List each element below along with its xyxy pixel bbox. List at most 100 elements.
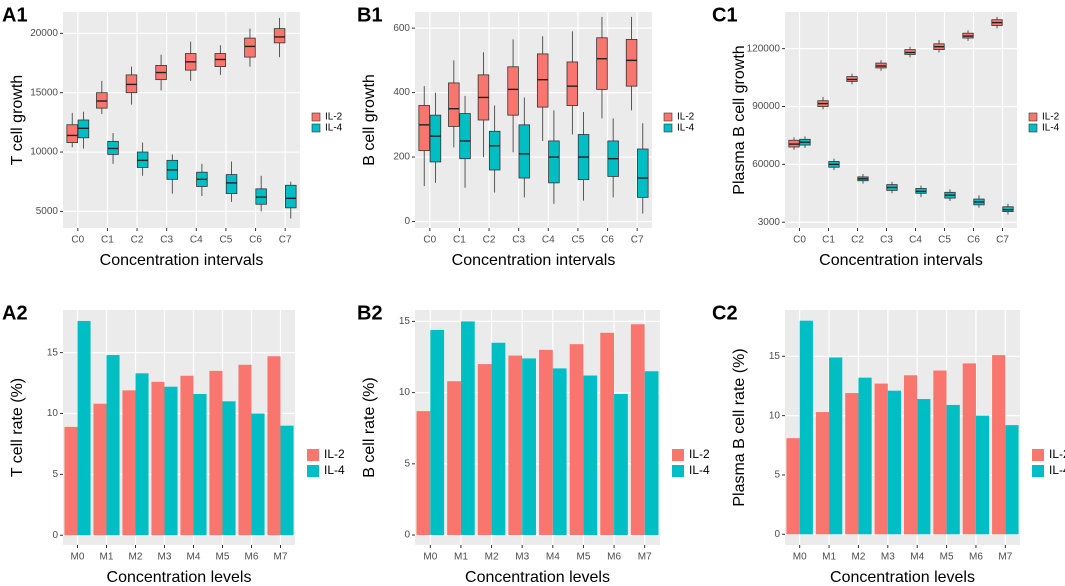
chart-panel: B1 0 200 400 600 C0 C1 C2 C3 C4 C5 C6 C7 Concentratio… (357, 4, 695, 269)
y-tick-label: 15 (769, 351, 781, 362)
panel-label: A2 (2, 302, 28, 324)
x-tick-label: C6 (967, 235, 980, 246)
legend-label: IL-4 (324, 463, 345, 477)
x-tick-label: C7 (996, 235, 1009, 246)
bar (135, 373, 149, 536)
legend-key (663, 112, 673, 122)
bar (829, 357, 843, 535)
bar (164, 386, 178, 536)
bar (583, 375, 598, 536)
x-axis-title: Concentration levels (465, 569, 610, 586)
bar (460, 321, 475, 536)
bar (786, 438, 800, 535)
x-tick-label: C3 (512, 235, 525, 246)
bar (933, 370, 947, 535)
legend-label: IL-2 (1042, 112, 1060, 123)
y-tick-label: 90000 (752, 101, 780, 112)
y-axis-title: Plasma B cell growth (731, 45, 748, 194)
box (459, 113, 471, 160)
legend-label: IL-4 (1042, 123, 1060, 134)
legend-label: IL-4 (325, 123, 343, 134)
box (536, 53, 549, 108)
legend-key (1028, 123, 1038, 133)
box (625, 39, 638, 87)
x-tick-label: M0 (423, 552, 437, 563)
chart-panel: A1 5000 10000 15000 20000 C0 C1 C2 C3 C4 C5 C6 C7 Con… (2, 4, 343, 269)
box (285, 184, 297, 209)
chart-panel: C1 3000 60000 90000 120000 C0 C1 C2 C3 C4 C5 C6 C7 Co… (712, 4, 1060, 269)
bar (903, 375, 918, 535)
bar (193, 394, 207, 536)
x-tick-label: C5 (220, 235, 233, 246)
x-tick-label: M7 (638, 552, 652, 563)
y-tick-label: 0 (52, 530, 58, 541)
x-tick-label: M1 (822, 552, 836, 563)
legend-key (1032, 449, 1044, 461)
bar (180, 375, 194, 536)
bar (267, 356, 281, 536)
legend-key (1028, 112, 1038, 122)
panel-label: C2 (712, 302, 738, 324)
bar (569, 344, 584, 536)
x-tick-label: M6 (245, 552, 259, 563)
bar (874, 383, 888, 535)
x-tick-label: M0 (71, 552, 85, 563)
bar (77, 320, 91, 536)
box (418, 105, 430, 152)
box (507, 66, 519, 116)
legend-label: IL-2 (689, 447, 710, 461)
box (637, 148, 649, 198)
x-tick-label: C5 (938, 235, 951, 246)
x-tick-label: M7 (998, 552, 1012, 563)
box (244, 37, 256, 58)
x-tick-label: C2 (483, 235, 496, 246)
bar (430, 329, 445, 536)
box (429, 114, 442, 163)
y-axis-title: B cell growth (361, 74, 378, 166)
y-tick-label: 0 (404, 216, 410, 227)
bar (799, 320, 813, 535)
bar (251, 413, 265, 536)
y-tick-label: 10 (47, 408, 59, 419)
legend-label: IL-2 (677, 112, 695, 123)
x-tick-label: M5 (940, 552, 954, 563)
panel-label: C1 (712, 4, 738, 26)
y-tick-label: 20000 (30, 28, 58, 39)
y-tick-label: 5 (404, 458, 410, 469)
y-tick-label: 5 (52, 469, 58, 480)
x-tick-label: M6 (607, 552, 621, 563)
bar (93, 403, 107, 536)
y-tick-label: 10 (399, 387, 411, 398)
box (518, 124, 531, 179)
bar (416, 411, 431, 536)
box (225, 174, 238, 194)
y-tick-label: 10000 (30, 147, 58, 158)
x-tick-label: M2 (485, 552, 499, 563)
legend-key (1032, 465, 1044, 477)
legend-label: IL-2 (325, 112, 343, 123)
x-tick-label: M3 (515, 552, 529, 563)
y-tick-label: 5 (774, 470, 780, 481)
x-tick-label: C2 (851, 235, 864, 246)
box (596, 37, 608, 90)
box (273, 28, 286, 44)
y-tick-label: 15 (399, 316, 411, 327)
y-tick-label: 15 (47, 347, 59, 358)
bar (600, 332, 615, 536)
x-axis-title: Concentration levels (107, 569, 252, 586)
x-tick-label: C6 (601, 235, 614, 246)
bar (209, 370, 223, 536)
x-tick-label: M1 (454, 552, 468, 563)
x-axis-title: Concentration intervals (452, 252, 616, 269)
legend-label: IL-4 (689, 463, 710, 477)
legend-label: IL-2 (1049, 447, 1065, 461)
y-tick-label: 120000 (747, 43, 781, 54)
bar (477, 364, 492, 536)
x-tick-label: C4 (190, 235, 203, 246)
chart-panel: A2 0 5 10 15 M0 M1 M2 M3 M4 M5 M6 M7 Concentration le… (2, 302, 345, 586)
bar (858, 377, 872, 535)
x-tick-label: M7 (274, 552, 288, 563)
x-tick-label: C0 (793, 235, 806, 246)
x-tick-label: M3 (158, 552, 172, 563)
x-tick-label: C4 (542, 235, 555, 246)
